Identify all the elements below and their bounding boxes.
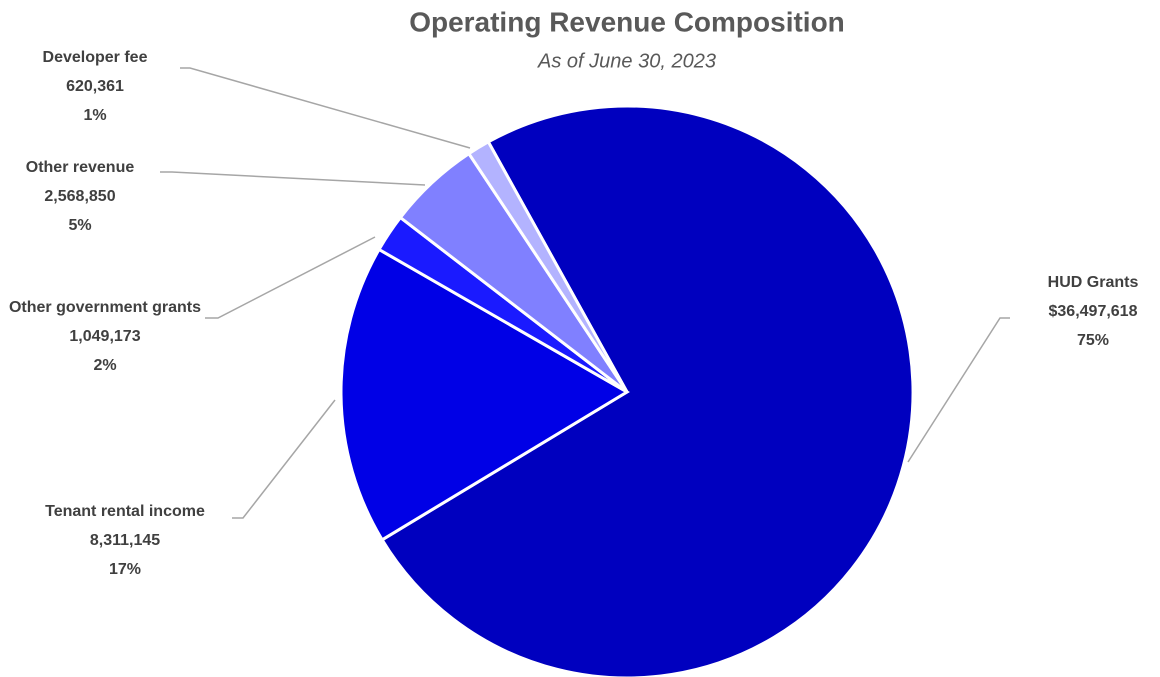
data-label: Other government grants 1,049,173 2% [5, 293, 205, 380]
value-label: 8,311,145 [89, 532, 161, 549]
percent-label: 17% [108, 561, 142, 578]
leader-line [907, 317, 1010, 463]
data-label: Developer fee 620,361 1% [15, 43, 175, 130]
category-label: HUD Grants [1047, 274, 1139, 291]
leader-line [160, 171, 426, 186]
leader-line [180, 67, 471, 149]
percent-label: 1% [83, 107, 107, 124]
data-label: HUD Grants $36,497,618 75% [1003, 268, 1160, 355]
category-label: Other revenue [25, 159, 135, 176]
category-label: Developer fee [42, 49, 148, 66]
value-label: $36,497,618 [1048, 303, 1138, 320]
value-label: 1,049,173 [69, 328, 141, 345]
leader-line [205, 236, 376, 319]
percent-label: 75% [1076, 332, 1110, 349]
leader-line [232, 399, 336, 519]
pie-slice [380, 104, 915, 677]
data-label: Tenant rental income 8,311,145 17% [5, 497, 245, 584]
data-label: Other revenue 2,568,850 5% [0, 153, 160, 240]
pie-slice [466, 139, 629, 393]
chart-title: Operating Revenue Composition [409, 6, 845, 37]
percent-label: 2% [93, 357, 117, 374]
percent-label: 5% [68, 217, 92, 234]
value-label: 620,361 [66, 78, 124, 95]
chart-subtitle: As of June 30, 2023 [537, 50, 716, 72]
category-label: Tenant rental income [45, 503, 205, 520]
pie-slice [339, 247, 630, 542]
category-label: Other government grants [8, 299, 202, 316]
value-label: 2,568,850 [44, 188, 116, 205]
